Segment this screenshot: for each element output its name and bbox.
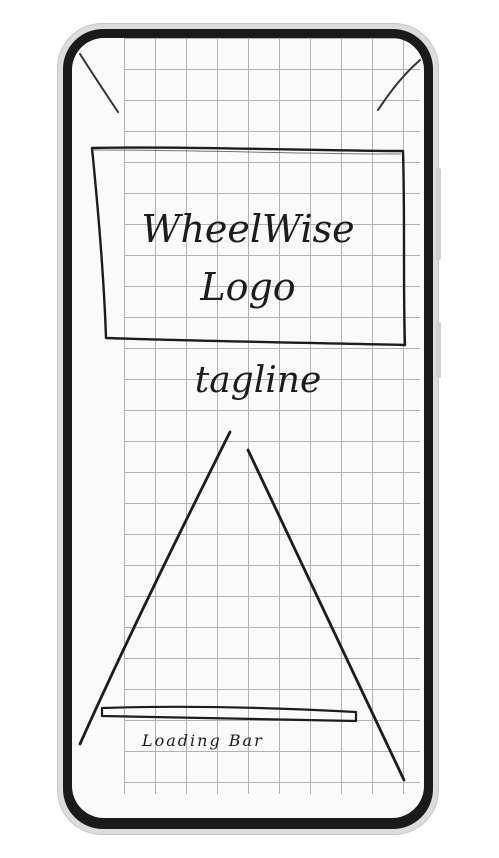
tagline: tagline: [195, 360, 322, 401]
corner-stroke-left: [79, 53, 119, 113]
corner-stroke-right: [377, 59, 421, 111]
sketch-grid: [124, 38, 420, 794]
logo-box: WheelWise Logo: [90, 146, 407, 347]
guide-line-left: [78, 430, 232, 746]
loading-bar: [100, 705, 358, 723]
loading-label: Loading Bar: [141, 731, 264, 750]
power-button: [436, 322, 441, 378]
splash-screen: WheelWise Logo tagline Loading Bar: [72, 38, 424, 818]
logo-title: WheelWise: [141, 207, 354, 251]
guide-line-right: [246, 448, 406, 782]
wireframe-sketch: WheelWise Logo tagline Loading Bar: [78, 53, 421, 782]
logo-subtitle: Logo: [199, 265, 295, 309]
volume-button: [436, 168, 441, 260]
